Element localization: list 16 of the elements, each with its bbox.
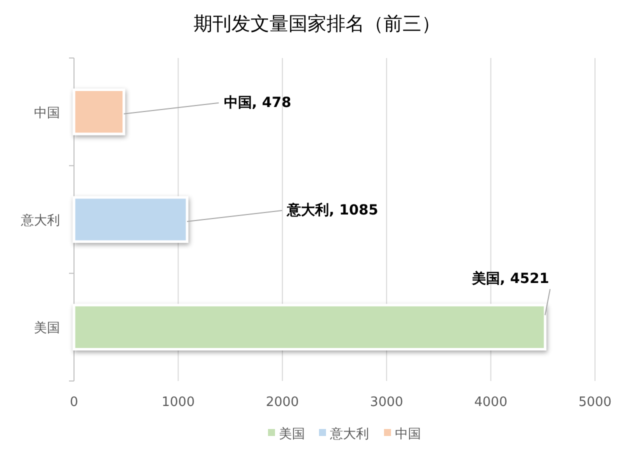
chart-title: 期刊发文量国家排名（前三） xyxy=(194,13,440,35)
legend-label: 意大利 xyxy=(329,427,369,442)
data-label: 美国, 4521 xyxy=(470,270,550,288)
x-tick-label: 0 xyxy=(70,395,78,410)
x-tick-label: 4000 xyxy=(474,395,508,410)
y-tick-label: 中国 xyxy=(34,106,60,121)
x-tick-label: 3000 xyxy=(370,395,404,410)
x-tick-label: 2000 xyxy=(266,395,299,410)
y-tick-label: 意大利 xyxy=(20,214,60,228)
x-tick-label: 1000 xyxy=(162,395,195,410)
x-tick-label: 5000 xyxy=(578,395,612,410)
data-label: 中国, 478 xyxy=(224,94,292,111)
y-tick-label: 美国 xyxy=(34,320,60,336)
legend-label: 美国 xyxy=(279,426,305,442)
data-label: 意大利, 1085 xyxy=(286,202,378,218)
legend-label: 中国 xyxy=(395,427,421,442)
